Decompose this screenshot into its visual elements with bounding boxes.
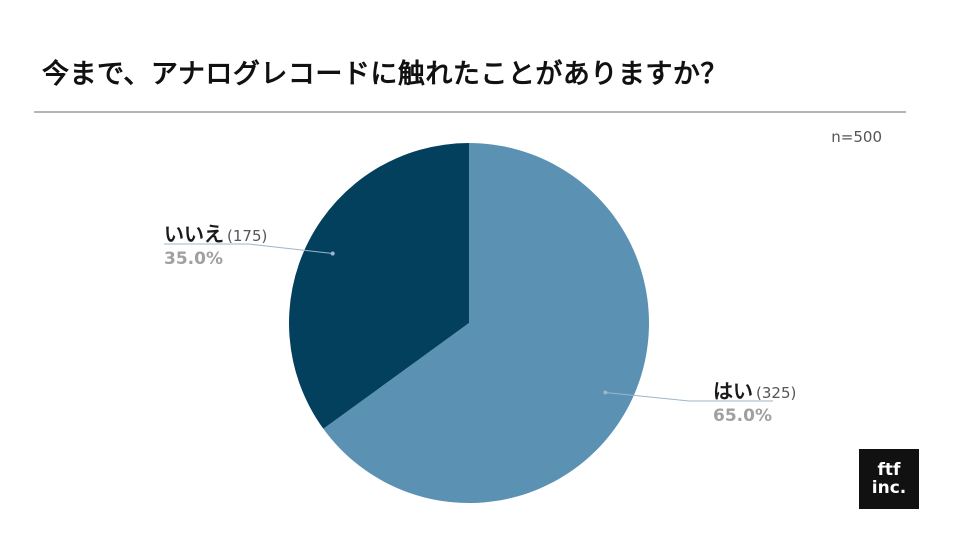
chart-title: 今まで、アナログレコードに触れたことがありますか？ xyxy=(42,59,728,90)
slice-no-percent: 35.0% xyxy=(164,249,223,269)
slice-no-label: いいえ xyxy=(164,222,224,246)
leader-line-no-dot xyxy=(330,251,335,256)
pie-slice-no xyxy=(289,143,469,429)
pie-slice-yes xyxy=(323,143,650,503)
label-no: いいえ (175) 35.0% xyxy=(164,218,267,269)
leader-line-no xyxy=(164,243,333,255)
title-divider xyxy=(34,111,906,113)
slice-no-count: (175) xyxy=(227,227,268,245)
leader-line-yes-dot xyxy=(603,390,608,395)
slice-yes-count: (325) xyxy=(756,384,797,402)
slice-yes-label: はい xyxy=(713,379,753,403)
leader-line-yes xyxy=(605,391,773,402)
logo-line-2: inc. xyxy=(871,478,907,498)
label-yes: はい (325) 65.0% xyxy=(713,375,796,426)
sample-size: n=500 xyxy=(831,128,882,146)
logo-line-1: ftf xyxy=(877,460,901,480)
slice-yes-percent: 65.0% xyxy=(713,406,772,426)
company-logo: ftf inc. xyxy=(859,449,919,509)
